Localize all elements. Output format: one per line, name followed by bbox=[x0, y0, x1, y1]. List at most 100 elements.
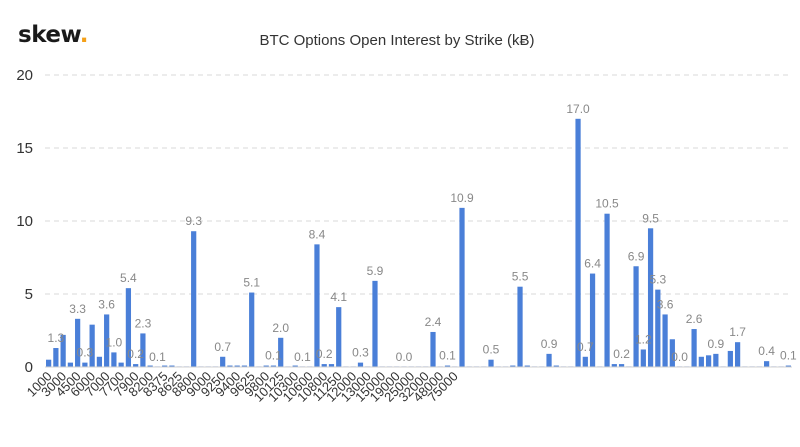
bar bbox=[234, 365, 240, 367]
bar bbox=[604, 213, 610, 367]
data-label: 10.9 bbox=[450, 191, 474, 205]
bar bbox=[705, 355, 712, 367]
data-label: 0.2 bbox=[127, 347, 144, 361]
bar bbox=[510, 365, 516, 367]
bar bbox=[691, 329, 697, 367]
bar bbox=[292, 365, 298, 367]
data-label: 2.0 bbox=[272, 321, 289, 335]
bar bbox=[698, 356, 704, 367]
bar bbox=[575, 118, 581, 367]
bar bbox=[96, 356, 103, 367]
data-label: 10.5 bbox=[595, 197, 619, 211]
bar bbox=[582, 356, 588, 367]
data-label: 0.9 bbox=[541, 337, 558, 351]
bar bbox=[67, 362, 73, 367]
data-label: 8.4 bbox=[309, 227, 326, 241]
data-label: 5.4 bbox=[120, 271, 137, 285]
data-label: 0.1 bbox=[149, 350, 166, 364]
y-tick-label: 10 bbox=[16, 213, 33, 230]
data-label: 0.2 bbox=[316, 347, 333, 361]
bar bbox=[655, 289, 661, 367]
bar bbox=[647, 228, 654, 367]
logo-text: skew bbox=[18, 22, 80, 48]
data-label: 0.7 bbox=[214, 340, 231, 354]
data-label: 0.0 bbox=[671, 350, 688, 364]
y-tick-label: 15 bbox=[16, 140, 33, 157]
bar bbox=[713, 353, 719, 367]
bar bbox=[46, 359, 52, 367]
data-label: 0.1 bbox=[780, 349, 797, 363]
bar bbox=[372, 280, 378, 367]
bar bbox=[111, 352, 117, 367]
data-label: 1.7 bbox=[729, 325, 746, 339]
bar bbox=[640, 349, 646, 367]
y-tick-label: 5 bbox=[25, 286, 33, 303]
bar bbox=[133, 364, 139, 367]
bar bbox=[118, 362, 124, 367]
bar bbox=[524, 365, 530, 367]
data-label: 6.9 bbox=[628, 249, 645, 263]
y-tick-label: 20 bbox=[16, 67, 33, 84]
data-label: 0.0 bbox=[396, 350, 413, 364]
data-label: 17.0 bbox=[566, 102, 590, 116]
data-label: 9.3 bbox=[185, 214, 202, 228]
skew-logo: skew. bbox=[18, 22, 89, 48]
bar bbox=[662, 314, 668, 367]
data-label: 3.6 bbox=[657, 297, 674, 311]
data-label: 3.3 bbox=[69, 302, 86, 316]
logo-dot: . bbox=[79, 22, 89, 48]
bar bbox=[270, 365, 277, 367]
data-label: 1.3 bbox=[48, 331, 65, 345]
y-axis-ticks: 0 5 10 15 20 bbox=[16, 67, 33, 376]
bar bbox=[89, 324, 95, 367]
bar bbox=[764, 361, 770, 367]
bar bbox=[357, 362, 364, 367]
data-label: 5.5 bbox=[512, 270, 529, 284]
bar bbox=[227, 365, 233, 367]
bar bbox=[82, 362, 88, 367]
chart-title: BTC Options Open Interest by Strike (kɃ) bbox=[259, 32, 534, 49]
bar bbox=[611, 364, 617, 367]
bar bbox=[60, 334, 66, 367]
y-tick-label: 0 bbox=[25, 359, 33, 376]
data-label: 0.4 bbox=[758, 344, 775, 358]
bar bbox=[734, 342, 741, 367]
data-label: 0.3 bbox=[77, 346, 94, 360]
data-label: 0.5 bbox=[483, 343, 500, 357]
bar bbox=[430, 331, 436, 367]
bar bbox=[785, 365, 791, 367]
bar bbox=[517, 286, 523, 367]
bar bbox=[147, 365, 153, 367]
data-label: 0.1 bbox=[439, 349, 456, 363]
bar bbox=[546, 353, 552, 367]
data-label: 0.7 bbox=[577, 340, 594, 354]
data-label: 5.1 bbox=[243, 276, 260, 290]
bar bbox=[633, 266, 639, 367]
data-label: 0.1 bbox=[294, 350, 311, 364]
bar bbox=[169, 365, 175, 367]
data-label: 0.2 bbox=[613, 347, 630, 361]
data-label: 5.9 bbox=[367, 264, 384, 278]
bar bbox=[336, 307, 342, 367]
data-label: 3.6 bbox=[98, 297, 115, 311]
data-label: 0.3 bbox=[352, 346, 369, 360]
data-label: 2.6 bbox=[686, 312, 703, 326]
bar bbox=[162, 365, 168, 367]
gridlines bbox=[45, 74, 792, 295]
bar bbox=[669, 339, 675, 367]
bar bbox=[328, 364, 335, 367]
data-label: 2.3 bbox=[135, 316, 152, 330]
data-label: 0.9 bbox=[708, 337, 725, 351]
bar bbox=[104, 314, 110, 367]
bar bbox=[618, 364, 625, 367]
bar bbox=[444, 365, 451, 367]
data-label: 5.3 bbox=[649, 273, 666, 287]
bar bbox=[727, 350, 733, 367]
bar bbox=[241, 365, 248, 367]
data-label: 6.4 bbox=[584, 257, 601, 271]
bar bbox=[488, 359, 494, 367]
data-label: 1.0 bbox=[106, 335, 123, 349]
bar bbox=[278, 337, 284, 367]
data-labels: 1.3 3.3 0.3 3.6 1.0 5.4 0.2 2.3 0.1 9.3 0.7 5.1 0.1 2… bbox=[48, 102, 798, 364]
